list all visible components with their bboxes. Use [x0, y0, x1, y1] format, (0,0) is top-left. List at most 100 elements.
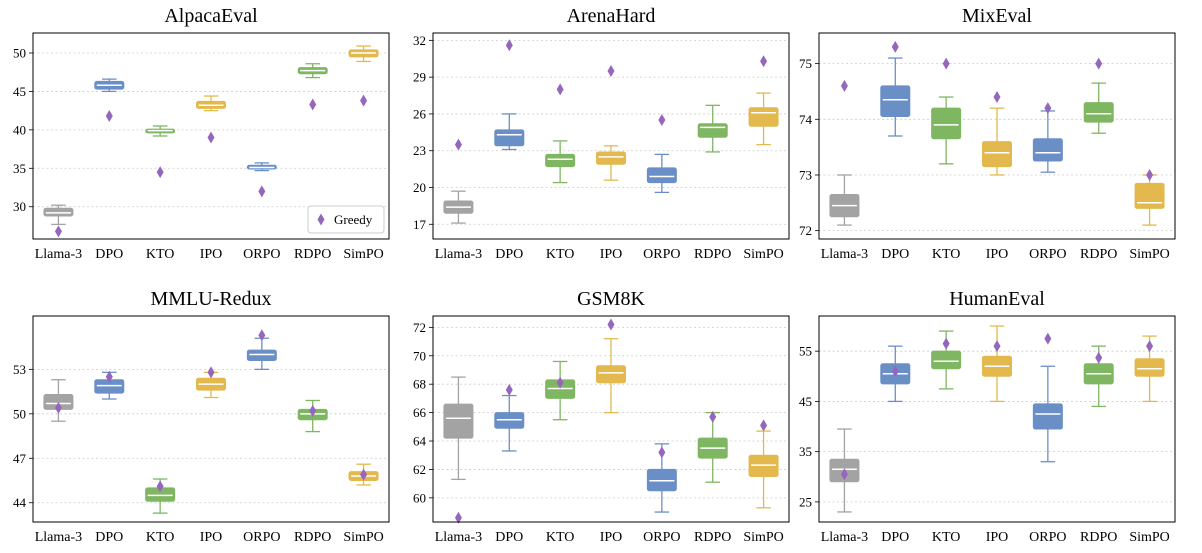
x-tick-label: Llama-3: [821, 247, 868, 262]
x-tick-label: RDPO: [1080, 247, 1117, 262]
y-tick-label: 35: [13, 161, 26, 176]
y-tick-label: 74: [799, 112, 813, 127]
greedy-marker: [760, 55, 768, 68]
box-ipo: [596, 145, 626, 181]
greedy-marker: [607, 318, 615, 331]
box-kto: [145, 478, 176, 514]
x-tick-label: SimPO: [1129, 247, 1169, 262]
plot-frame: [432, 32, 790, 240]
box-dpo: [880, 57, 911, 137]
box-iqr: [931, 350, 962, 370]
plot-frame: [818, 32, 1176, 240]
y-tick-label: 50: [13, 406, 26, 421]
x-tick-label: IPO: [986, 530, 1009, 545]
greedy-marker: [505, 383, 513, 396]
greedy-marker: [1044, 332, 1052, 345]
panel-arenahard: ArenaHard 17 20 23 26 29 32 Llama-3 DPO KTO IPO ORP…: [413, 0, 792, 270]
x-tick-label: KTO: [546, 530, 575, 545]
box-ipo: [196, 95, 226, 112]
greedy-marker: [258, 329, 266, 342]
greedy-marker: [1095, 351, 1103, 364]
box-dpo: [94, 371, 125, 400]
greedy-marker: [658, 114, 666, 127]
y-tick-label: 64: [413, 434, 427, 449]
greedy-marker: [258, 185, 266, 198]
legend: Greedy: [307, 205, 385, 234]
box-orpo: [246, 162, 277, 172]
box-llama-3: [43, 204, 74, 226]
x-tick-label: ORPO: [243, 247, 280, 262]
x-tick-label: RDPO: [694, 247, 731, 262]
box-iqr: [494, 129, 525, 147]
box-orpo: [1032, 110, 1063, 173]
x-tick-label: Llama-3: [435, 247, 482, 262]
greedy-marker: [1095, 57, 1103, 70]
box-ipo: [982, 107, 1012, 176]
greedy-marker: [658, 446, 666, 459]
y-tick-label: 70: [413, 348, 426, 363]
greedy-marker: [942, 337, 950, 350]
y-tick-label: 44: [13, 495, 27, 510]
legend-greedy-marker: [317, 213, 325, 226]
plot-frame: [432, 315, 790, 523]
chart-mmlu-redux: MMLU-Redux 44 47 50 53 Llama-3 DPO KTO IPO ORPO RD…: [13, 288, 390, 545]
box-simpo: [348, 45, 379, 63]
box-iqr: [1134, 358, 1165, 377]
box-rdpo: [1083, 82, 1114, 134]
y-tick-label: 20: [413, 180, 426, 195]
greedy-marker: [993, 91, 1001, 104]
x-tick-label: IPO: [600, 530, 623, 545]
y-tick-label: 50: [13, 45, 26, 60]
chart-title: MMLU-Redux: [150, 288, 271, 310]
box-rdpo: [697, 411, 728, 483]
greedy-marker: [54, 401, 62, 414]
y-tick-label: 55: [799, 344, 812, 359]
greedy-marker: [840, 468, 848, 481]
x-tick-label: KTO: [546, 247, 575, 262]
box-orpo: [1032, 365, 1063, 463]
x-tick-label: KTO: [146, 530, 175, 545]
box-llama-3: [443, 190, 474, 224]
panel-mmlu-redux: MMLU-Redux 44 47 50 53 Llama-3 DPO KTO IPO ORPO RD…: [13, 283, 392, 553]
y-tick-label: 73: [799, 167, 812, 182]
x-tick-label: IPO: [200, 247, 223, 262]
y-tick-label: 75: [799, 56, 812, 71]
x-tick-label: DPO: [95, 247, 123, 262]
box-iqr: [545, 153, 576, 168]
x-tick-label: RDPO: [694, 530, 731, 545]
x-tick-label: Llama-3: [435, 530, 482, 545]
x-tick-label: ORPO: [643, 530, 680, 545]
plot-frame: [32, 315, 390, 523]
greedy-marker: [760, 419, 768, 432]
y-tick-label: 40: [13, 122, 26, 137]
panel-humaneval: HumanEval 25 35 45 55 Llama-3 DPO KTO IPO ORPO RDP…: [799, 283, 1178, 553]
x-tick-label: ORPO: [1029, 530, 1066, 545]
box-iqr: [596, 365, 626, 384]
y-tick-label: 72: [413, 320, 426, 335]
box-kto: [545, 140, 576, 184]
box-iqr: [43, 207, 74, 217]
box-iqr: [697, 123, 728, 138]
box-kto: [931, 96, 962, 165]
greedy-marker: [156, 166, 164, 179]
y-tick-label: 29: [413, 70, 426, 85]
greedy-marker: [156, 480, 164, 493]
x-tick-label: SimPO: [1129, 530, 1169, 545]
y-tick-label: 26: [413, 106, 427, 121]
chart-arenahard: ArenaHard 17 20 23 26 29 32 Llama-3 DPO KTO IPO ORP…: [413, 5, 790, 262]
y-tick-label: 53: [13, 362, 26, 377]
y-tick-label: 62: [413, 462, 426, 477]
box-orpo: [246, 337, 277, 371]
greedy-marker: [891, 365, 899, 378]
y-tick-label: 66: [413, 405, 427, 420]
greedy-marker: [207, 366, 215, 379]
box-iqr: [748, 107, 779, 127]
chart-title: AlpacaEval: [164, 5, 258, 27]
box-ipo: [596, 338, 626, 414]
box-iqr: [931, 107, 962, 140]
greedy-marker: [556, 83, 564, 96]
box-iqr: [1032, 403, 1063, 430]
greedy-marker: [105, 370, 113, 383]
chart-gsm8k: GSM8K 60 62 64 66 68 70 72 Llama-3 DPO KTO IPO ORPO R…: [413, 288, 790, 545]
